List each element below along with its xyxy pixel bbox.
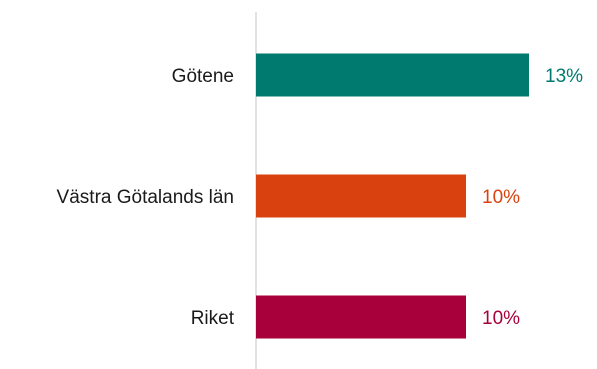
category-label: Riket bbox=[191, 308, 235, 329]
category-label: Götene bbox=[172, 66, 234, 87]
bar bbox=[256, 174, 466, 218]
bars-group: Götene 13% Västra Götalands län 10% Riket 10% bbox=[57, 53, 583, 339]
bar bbox=[256, 295, 466, 339]
category-label: Västra Götalands län bbox=[57, 187, 234, 208]
data-label: 10% bbox=[482, 308, 520, 329]
data-label: 13% bbox=[545, 66, 583, 87]
bar bbox=[256, 53, 529, 97]
data-label: 10% bbox=[482, 187, 520, 208]
